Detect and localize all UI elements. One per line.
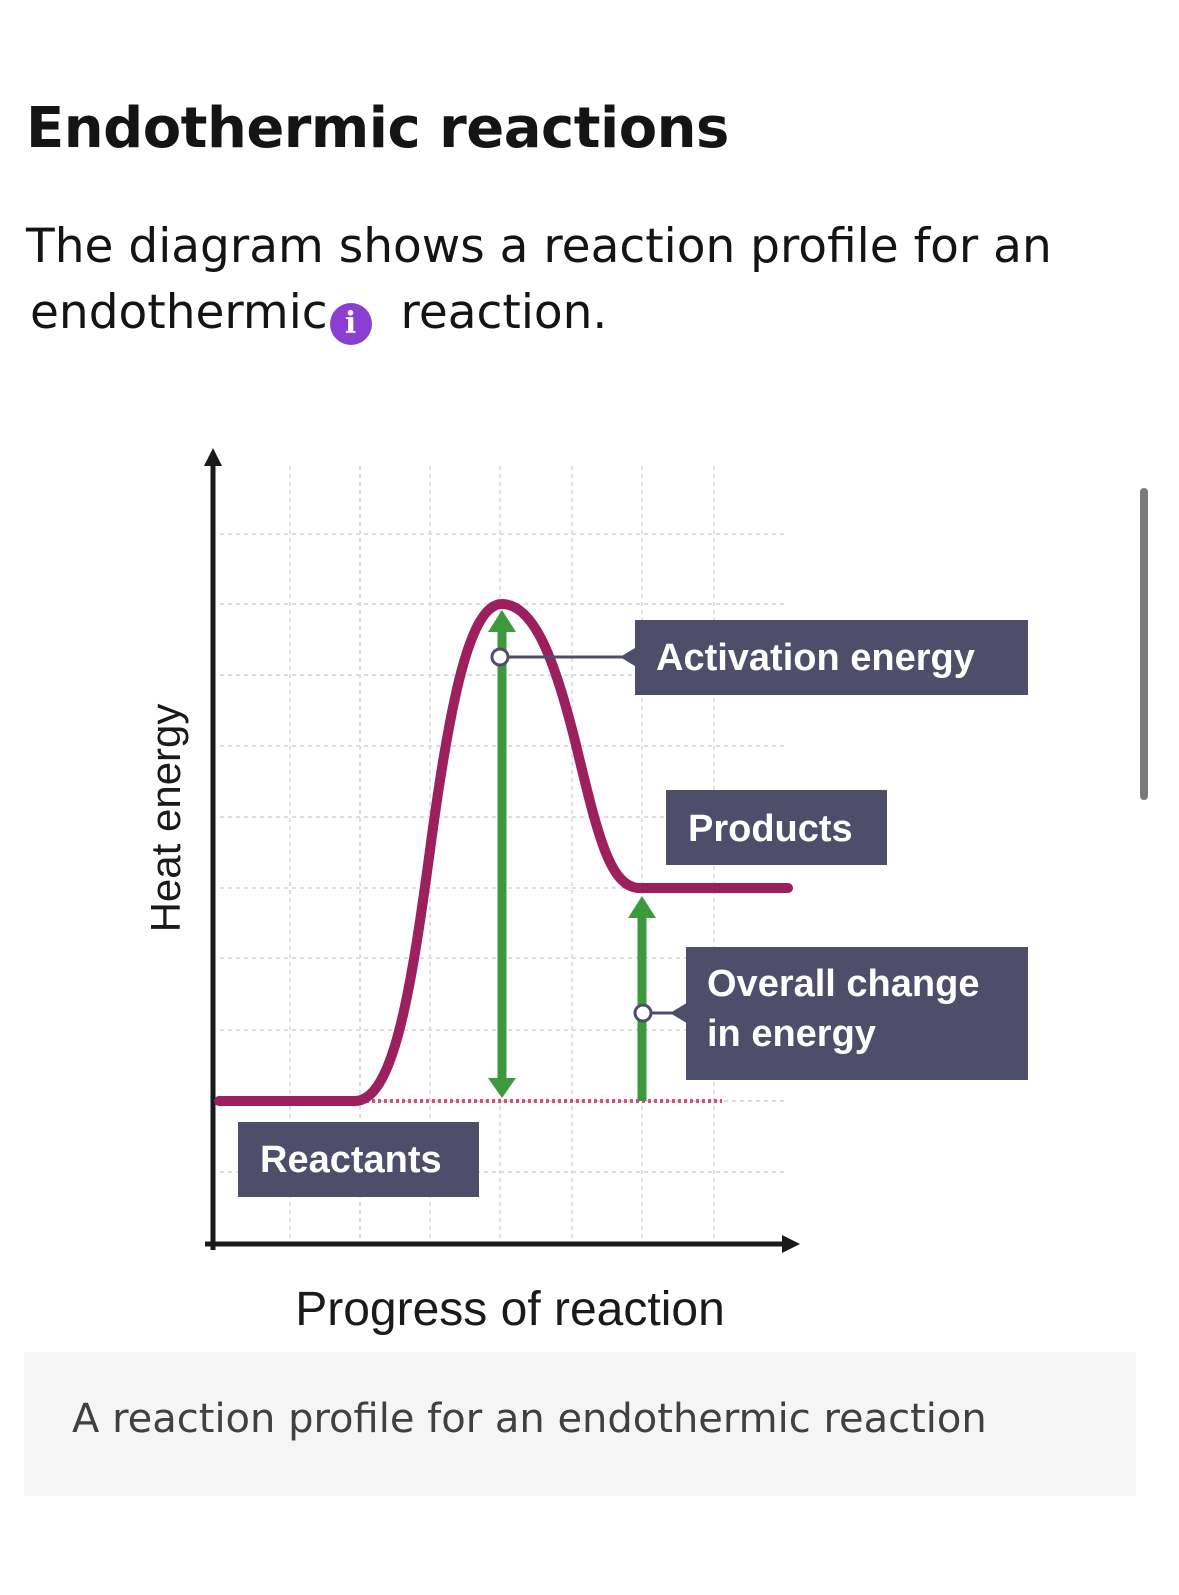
- intro-paragraph: The diagram shows a reaction profile for…: [26, 214, 1126, 346]
- y-axis-arrowhead: [204, 448, 222, 466]
- axes: [204, 448, 800, 1253]
- x-axis-arrowhead: [782, 1235, 800, 1253]
- page-title: Endothermic reactions: [26, 96, 729, 161]
- label-leaders: [490, 645, 690, 1025]
- activation-arrowhead-up: [488, 610, 516, 632]
- label-activation-energy-text: Activation energy: [656, 637, 975, 679]
- intro-line-1: The diagram shows a reaction profile for…: [26, 219, 1052, 274]
- x-axis-label: Progress of reaction: [295, 1283, 725, 1336]
- label-products-text: Products: [688, 808, 853, 850]
- label-overall-line-1: Overall change: [707, 963, 979, 1005]
- reaction-profile-diagram: Heat energy Progress of reaction Activat…: [142, 448, 1028, 1336]
- label-reactants-text: Reactants: [260, 1139, 442, 1181]
- label-overall-line-2: in energy: [707, 1013, 876, 1055]
- y-axis-label: Heat energy: [142, 704, 189, 933]
- reaction-curve: [214, 599, 793, 1106]
- intro-line-2: endothermic i reaction.: [26, 280, 1126, 346]
- activation-arrowhead-down: [488, 1078, 516, 1098]
- intro-line-2-end: reaction.: [385, 285, 608, 340]
- info-icon[interactable]: i: [329, 303, 372, 345]
- overall-arrowhead-up: [628, 896, 656, 918]
- label-overall-change: Overall change in energy: [686, 947, 1028, 1080]
- caption-text: A reaction profile for an endothermic re…: [72, 1396, 987, 1442]
- activation-leader-dot: [490, 647, 510, 667]
- glossary-term-endothermic[interactable]: endothermic: [30, 285, 328, 340]
- label-reactants: Reactants: [238, 1122, 479, 1197]
- label-activation-energy: Activation energy: [635, 620, 1028, 695]
- overall-leader-dot: [633, 1003, 653, 1023]
- label-products: Products: [666, 790, 887, 865]
- figure-caption: A reaction profile for an endothermic re…: [24, 1352, 1136, 1496]
- scrollbar[interactable]: [1140, 488, 1148, 800]
